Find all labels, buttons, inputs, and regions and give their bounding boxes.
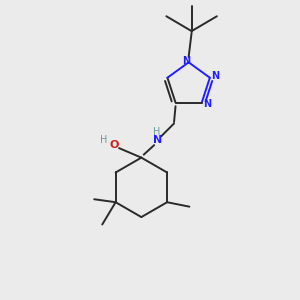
Text: O: O bbox=[109, 140, 118, 150]
Text: N: N bbox=[153, 135, 162, 145]
Text: N: N bbox=[203, 99, 211, 109]
Text: N: N bbox=[182, 56, 190, 66]
Text: H: H bbox=[152, 128, 160, 137]
Text: H: H bbox=[100, 135, 107, 146]
Text: N: N bbox=[211, 71, 219, 81]
